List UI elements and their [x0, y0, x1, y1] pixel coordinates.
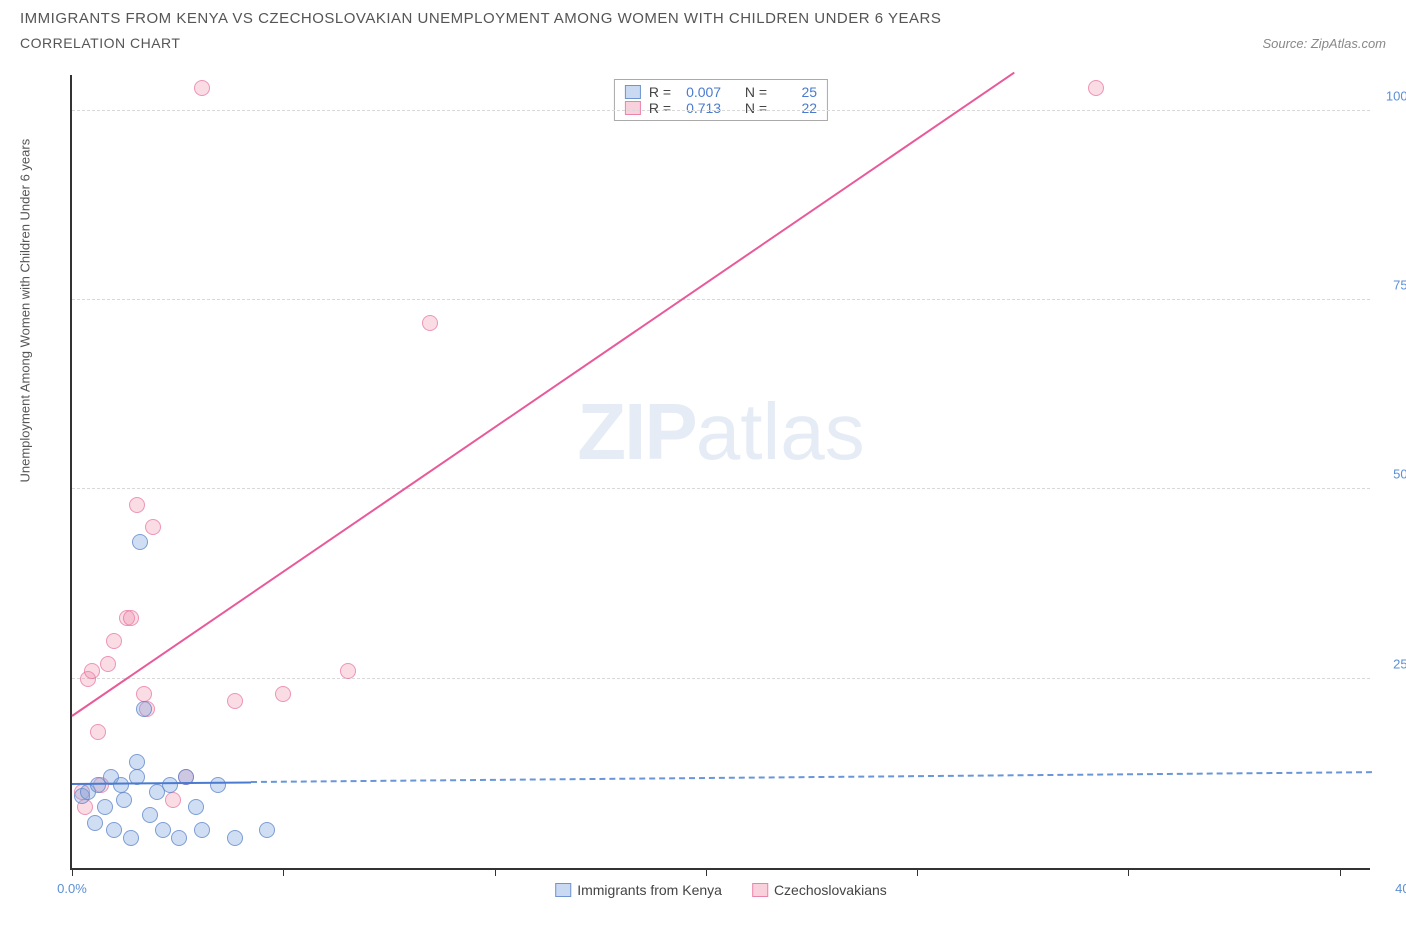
gridline — [72, 110, 1370, 111]
legend-item-blue: Immigrants from Kenya — [555, 882, 722, 898]
chart-container: Unemployment Among Women with Children U… — [40, 75, 1380, 895]
stats-n-label-1: N = — [745, 84, 767, 100]
data-point-pink — [227, 693, 243, 709]
legend-label-pink: Czechoslovakians — [774, 882, 887, 898]
data-point-blue — [136, 701, 152, 717]
x-tick-label-left: 0.0% — [57, 881, 87, 896]
data-point-pink — [422, 315, 438, 331]
legend-swatch-blue-icon — [555, 883, 571, 897]
data-point-blue — [87, 815, 103, 831]
stats-r-val-2: 0.713 — [679, 100, 721, 116]
x-tick-label-right: 40.0% — [1395, 881, 1406, 896]
stats-n-val-1: 25 — [775, 84, 817, 100]
swatch-pink-icon — [625, 101, 641, 115]
plot-area: ZIPatlas R = 0.007 N = 25 R = 0.713 N = … — [70, 75, 1370, 870]
stats-box: R = 0.007 N = 25 R = 0.713 N = 22 — [614, 79, 828, 121]
data-point-blue — [97, 799, 113, 815]
data-point-blue — [162, 777, 178, 793]
stats-row-blue: R = 0.007 N = 25 — [625, 84, 817, 100]
data-point-blue — [132, 534, 148, 550]
data-point-pink — [106, 633, 122, 649]
data-point-blue — [210, 777, 226, 793]
x-tick — [917, 868, 918, 876]
data-point-blue — [123, 830, 139, 846]
stats-n-label-2: N = — [745, 100, 767, 116]
data-point-blue — [116, 792, 132, 808]
data-point-pink — [90, 724, 106, 740]
y-tick-label: 50.0% — [1393, 467, 1406, 482]
legend: Immigrants from Kenya Czechoslovakians — [555, 882, 887, 898]
stats-n-val-2: 22 — [775, 100, 817, 116]
stats-r-label-1: R = — [649, 84, 671, 100]
chart-title: IMMIGRANTS FROM KENYA VS CZECHOSLOVAKIAN… — [20, 10, 1386, 27]
y-tick-label: 25.0% — [1393, 656, 1406, 671]
data-point-pink — [194, 80, 210, 96]
x-tick — [706, 868, 707, 876]
chart-subtitle: CORRELATION CHART — [20, 35, 180, 51]
data-point-pink — [145, 519, 161, 535]
gridline — [72, 299, 1370, 300]
x-tick — [72, 868, 73, 876]
x-tick — [495, 868, 496, 876]
data-point-pink — [129, 497, 145, 513]
watermark-bold: ZIP — [577, 387, 695, 476]
x-tick — [1128, 868, 1129, 876]
data-point-pink — [340, 663, 356, 679]
watermark: ZIPatlas — [577, 386, 864, 478]
data-point-blue — [227, 830, 243, 846]
x-tick — [283, 868, 284, 876]
y-tick-label: 100.0% — [1386, 88, 1406, 103]
legend-swatch-pink-icon — [752, 883, 768, 897]
data-point-blue — [113, 777, 129, 793]
data-point-pink — [1088, 80, 1104, 96]
stats-r-val-1: 0.007 — [679, 84, 721, 100]
data-point-blue — [171, 830, 187, 846]
gridline — [72, 678, 1370, 679]
data-point-blue — [155, 822, 171, 838]
data-point-pink — [84, 663, 100, 679]
data-point-pink — [123, 610, 139, 626]
stats-r-label-2: R = — [649, 100, 671, 116]
trend-line-blue-extrapolate — [251, 771, 1372, 783]
data-point-blue — [106, 822, 122, 838]
legend-label-blue: Immigrants from Kenya — [577, 882, 722, 898]
y-tick-label: 75.0% — [1393, 278, 1406, 293]
watermark-light: atlas — [696, 387, 865, 476]
data-point-blue — [142, 807, 158, 823]
legend-item-pink: Czechoslovakians — [752, 882, 887, 898]
subtitle-row: CORRELATION CHART Source: ZipAtlas.com — [20, 35, 1386, 51]
data-point-blue — [259, 822, 275, 838]
x-tick — [1340, 868, 1341, 876]
gridline — [72, 488, 1370, 489]
trend-line-pink — [71, 71, 1015, 716]
y-axis-label: Unemployment Among Women with Children U… — [18, 139, 33, 483]
source-attribution: Source: ZipAtlas.com — [1262, 36, 1386, 51]
stats-row-pink: R = 0.713 N = 22 — [625, 100, 817, 116]
header-area: IMMIGRANTS FROM KENYA VS CZECHOSLOVAKIAN… — [0, 0, 1406, 51]
data-point-pink — [136, 686, 152, 702]
swatch-blue-icon — [625, 85, 641, 99]
data-point-blue — [129, 754, 145, 770]
data-point-pink — [100, 656, 116, 672]
data-point-blue — [194, 822, 210, 838]
data-point-pink — [165, 792, 181, 808]
data-point-blue — [188, 799, 204, 815]
data-point-pink — [275, 686, 291, 702]
